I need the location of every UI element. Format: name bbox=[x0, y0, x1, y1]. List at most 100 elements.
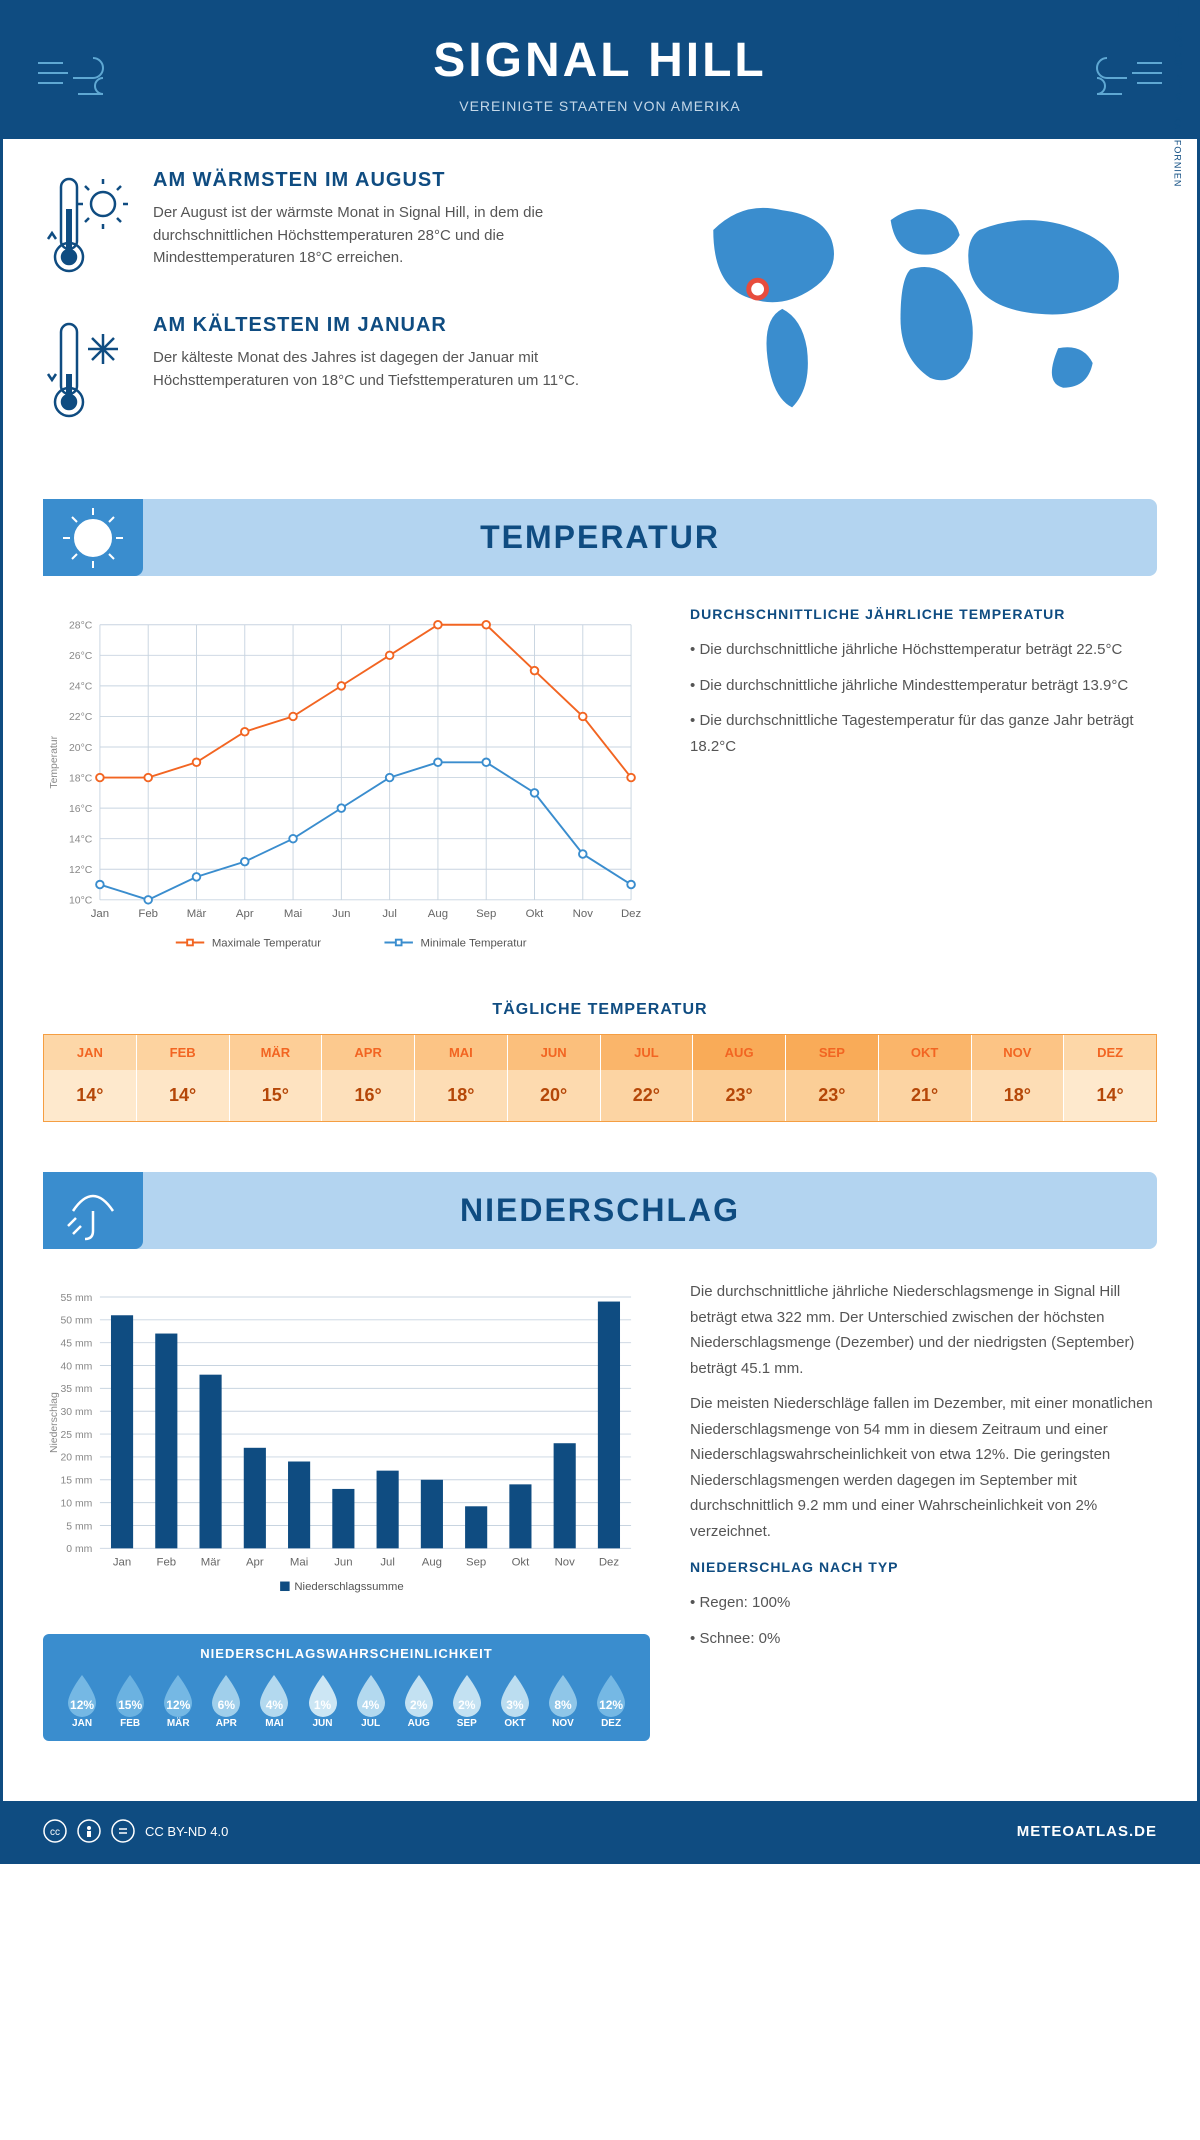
svg-text:30 mm: 30 mm bbox=[60, 1407, 92, 1418]
thermometer-hot-icon bbox=[43, 169, 133, 284]
svg-text:35 mm: 35 mm bbox=[60, 1384, 92, 1395]
temp-col: NOV 18° bbox=[972, 1035, 1065, 1121]
precip-drop: 12% JAN bbox=[58, 1673, 106, 1729]
temperature-section-header: TEMPERATUR bbox=[43, 499, 1157, 576]
temp-col: JUL 22° bbox=[601, 1035, 694, 1121]
svg-text:Jun: Jun bbox=[334, 1556, 352, 1568]
svg-text:Sep: Sep bbox=[466, 1556, 486, 1568]
svg-text:24°C: 24°C bbox=[69, 682, 93, 693]
svg-text:Maximale Temperatur: Maximale Temperatur bbox=[212, 937, 321, 949]
svg-text:Apr: Apr bbox=[236, 908, 254, 920]
precip-drop: 6% APR bbox=[202, 1673, 250, 1729]
daily-temp-table: JAN 14° FEB 14° MÄR 15° APR 16° MAI 18° … bbox=[43, 1034, 1157, 1122]
svg-text:Mär: Mär bbox=[201, 1556, 221, 1568]
svg-text:20°C: 20°C bbox=[69, 743, 93, 754]
brand: METEOATLAS.DE bbox=[1017, 1823, 1157, 1840]
svg-text:Feb: Feb bbox=[157, 1556, 177, 1568]
coordinates: 33° 47' 48'' N — 118° 10' 4'' W KALIFORN… bbox=[1171, 0, 1183, 187]
svg-text:20 mm: 20 mm bbox=[60, 1453, 92, 1464]
temp-col: SEP 23° bbox=[786, 1035, 879, 1121]
precip-drop: 2% AUG bbox=[395, 1673, 443, 1729]
svg-text:Niederschlagssumme: Niederschlagssumme bbox=[294, 1581, 403, 1593]
cc-icon: cc bbox=[43, 1819, 67, 1843]
precip-drop: 3% OKT bbox=[491, 1673, 539, 1729]
precipitation-title: NIEDERSCHLAG bbox=[43, 1192, 1157, 1229]
svg-text:Minimale Temperatur: Minimale Temperatur bbox=[421, 937, 527, 949]
page-title: SIGNAL HILL bbox=[3, 33, 1197, 88]
svg-text:Temperatur: Temperatur bbox=[49, 735, 60, 788]
svg-text:10°C: 10°C bbox=[69, 896, 93, 907]
svg-text:12°C: 12°C bbox=[69, 865, 93, 876]
svg-text:Nov: Nov bbox=[573, 908, 594, 920]
temperature-chart: 10°C12°C14°C16°C18°C20°C22°C24°C26°C28°C… bbox=[43, 606, 650, 971]
svg-text:22°C: 22°C bbox=[69, 712, 93, 723]
wind-icon bbox=[33, 38, 133, 108]
warm-text: Der August ist der wärmste Monat in Sign… bbox=[153, 202, 634, 270]
svg-text:Jun: Jun bbox=[332, 908, 350, 920]
temp-col: OKT 21° bbox=[879, 1035, 972, 1121]
svg-text:10 mm: 10 mm bbox=[60, 1498, 92, 1509]
svg-text:Mär: Mär bbox=[187, 908, 207, 920]
svg-text:Apr: Apr bbox=[246, 1556, 264, 1568]
svg-text:Jul: Jul bbox=[380, 1556, 395, 1568]
temperature-stats: DURCHSCHNITTLICHE JÄHRLICHE TEMPERATUR •… bbox=[690, 606, 1157, 971]
cold-fact: AM KÄLTESTEN IM JANUAR Der kälteste Mona… bbox=[43, 314, 634, 429]
svg-text:Mai: Mai bbox=[290, 1556, 308, 1568]
precipitation-text: Die durchschnittliche jährliche Niedersc… bbox=[690, 1279, 1157, 1741]
temp-col: JUN 20° bbox=[508, 1035, 601, 1121]
sun-icon bbox=[43, 499, 143, 576]
svg-text:Aug: Aug bbox=[428, 908, 448, 920]
svg-text:Dez: Dez bbox=[621, 908, 642, 920]
precip-drop: 15% FEB bbox=[106, 1673, 154, 1729]
page-container: SIGNAL HILL VEREINIGTE STAATEN VON AMERI… bbox=[0, 0, 1200, 1864]
svg-text:Jan: Jan bbox=[113, 1556, 131, 1568]
by-icon bbox=[77, 1819, 101, 1843]
precipitation-chart: 0 mm5 mm10 mm15 mm20 mm25 mm30 mm35 mm40… bbox=[43, 1279, 650, 1614]
precip-drop: 12% MÄR bbox=[154, 1673, 202, 1729]
wind-icon bbox=[1067, 38, 1167, 108]
svg-text:40 mm: 40 mm bbox=[60, 1361, 92, 1372]
page-subtitle: VEREINIGTE STAATEN VON AMERIKA bbox=[3, 98, 1197, 114]
svg-text:Jan: Jan bbox=[91, 908, 109, 920]
svg-text:16°C: 16°C bbox=[69, 804, 93, 815]
svg-text:26°C: 26°C bbox=[69, 651, 93, 662]
svg-text:Mai: Mai bbox=[284, 908, 302, 920]
svg-text:Aug: Aug bbox=[422, 1556, 442, 1568]
umbrella-icon bbox=[43, 1172, 143, 1249]
temp-col: JAN 14° bbox=[44, 1035, 137, 1121]
temp-col: MAI 18° bbox=[415, 1035, 508, 1121]
svg-text:18°C: 18°C bbox=[69, 773, 93, 784]
precip-drop: 1% JUN bbox=[298, 1673, 346, 1729]
svg-text:cc: cc bbox=[50, 1827, 60, 1838]
svg-text:0 mm: 0 mm bbox=[66, 1544, 92, 1555]
license: cc CC BY-ND 4.0 bbox=[43, 1819, 228, 1843]
svg-text:Okt: Okt bbox=[526, 908, 545, 920]
temp-col: FEB 14° bbox=[137, 1035, 230, 1121]
footer: cc CC BY-ND 4.0 METEOATLAS.DE bbox=[3, 1801, 1197, 1861]
svg-text:15 mm: 15 mm bbox=[60, 1476, 92, 1487]
precip-drop: 4% MAI bbox=[250, 1673, 298, 1729]
svg-text:Nov: Nov bbox=[555, 1556, 576, 1568]
header: SIGNAL HILL VEREINIGTE STAATEN VON AMERI… bbox=[3, 3, 1197, 139]
temp-col: APR 16° bbox=[322, 1035, 415, 1121]
temp-col: DEZ 14° bbox=[1064, 1035, 1156, 1121]
svg-text:Niederschlag: Niederschlag bbox=[49, 1392, 60, 1453]
thermometer-cold-icon bbox=[43, 314, 133, 429]
svg-text:45 mm: 45 mm bbox=[60, 1338, 92, 1349]
precip-drop: 2% SEP bbox=[443, 1673, 491, 1729]
precipitation-section-header: NIEDERSCHLAG bbox=[43, 1172, 1157, 1249]
precip-drop: 8% NOV bbox=[539, 1673, 587, 1729]
precip-drop: 4% JUL bbox=[347, 1673, 395, 1729]
svg-text:Okt: Okt bbox=[512, 1556, 531, 1568]
svg-text:55 mm: 55 mm bbox=[60, 1293, 92, 1304]
svg-text:Dez: Dez bbox=[599, 1556, 620, 1568]
warm-title: AM WÄRMSTEN IM AUGUST bbox=[153, 169, 634, 192]
svg-text:Feb: Feb bbox=[138, 908, 158, 920]
svg-text:50 mm: 50 mm bbox=[60, 1316, 92, 1327]
svg-text:28°C: 28°C bbox=[69, 621, 93, 632]
nd-icon bbox=[111, 1819, 135, 1843]
precipitation-probability: NIEDERSCHLAGSWAHRSCHEINLICHKEIT 12% JAN … bbox=[43, 1634, 650, 1741]
svg-text:Jul: Jul bbox=[382, 908, 397, 920]
intro-section: AM WÄRMSTEN IM AUGUST Der August ist der… bbox=[43, 169, 1157, 459]
svg-text:5 mm: 5 mm bbox=[66, 1521, 92, 1532]
